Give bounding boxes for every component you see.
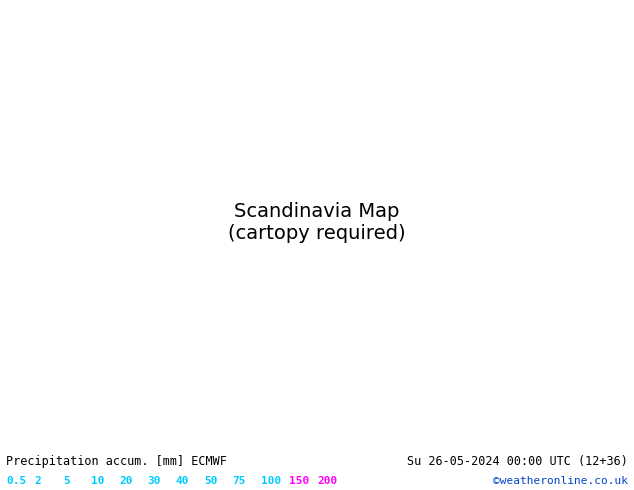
Text: 150: 150 bbox=[288, 476, 309, 486]
Text: 200: 200 bbox=[317, 476, 337, 486]
Text: 30: 30 bbox=[148, 476, 161, 486]
Text: Su 26-05-2024 00:00 UTC (12+36): Su 26-05-2024 00:00 UTC (12+36) bbox=[407, 455, 628, 468]
Text: ©weatheronline.co.uk: ©weatheronline.co.uk bbox=[493, 476, 628, 486]
Text: 10: 10 bbox=[91, 476, 105, 486]
Text: 40: 40 bbox=[176, 476, 190, 486]
Text: Precipitation accum. [mm] ECMWF: Precipitation accum. [mm] ECMWF bbox=[6, 455, 227, 468]
Text: 20: 20 bbox=[119, 476, 133, 486]
Text: 5: 5 bbox=[63, 476, 70, 486]
Text: 50: 50 bbox=[204, 476, 217, 486]
Text: 75: 75 bbox=[232, 476, 246, 486]
Text: Scandinavia Map
(cartopy required): Scandinavia Map (cartopy required) bbox=[228, 202, 406, 244]
Text: 0.5: 0.5 bbox=[6, 476, 27, 486]
Text: 100: 100 bbox=[261, 476, 281, 486]
Text: 2: 2 bbox=[35, 476, 41, 486]
